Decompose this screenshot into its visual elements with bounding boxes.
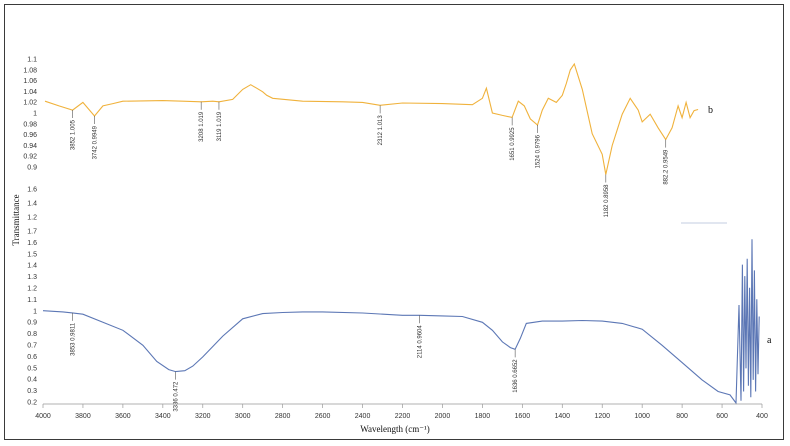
peak-label: 1636 0.6652 (513, 359, 519, 393)
peak-label: 3852 1.005 (71, 119, 77, 150)
x-tick-label: 2800 (275, 413, 291, 420)
y-tick-label: 0.92 (23, 154, 37, 161)
x-tick-label: 3800 (75, 413, 91, 420)
y-tick-label: 1.6 (27, 187, 37, 194)
y-tick-label: 1.1 (27, 57, 37, 64)
peak-label: 3853 0.9811 (70, 322, 76, 356)
x-tick-label: 4000 (35, 413, 51, 420)
y-tick-label: 1 (33, 111, 37, 118)
peak-label: 2114 0.9604 (418, 325, 424, 359)
x-tick-label: 3600 (115, 413, 131, 420)
y-tick-label: 1.4 (27, 263, 37, 270)
x-tick-label: 400 (756, 413, 768, 420)
x-tick-label: 1800 (475, 413, 491, 420)
y-tick-label: 1.5 (27, 251, 37, 258)
y-tick-label: 0.9 (27, 165, 37, 172)
y-tick-label: 1.02 (23, 100, 37, 107)
y-tick-label: 0.8 (27, 331, 37, 338)
panel-label-a: a (767, 335, 772, 346)
x-tick-label: 1400 (554, 413, 570, 420)
series-line-a (42, 239, 760, 405)
x-axis-label: Wavelength (cm⁻¹) (360, 424, 429, 434)
chart-frame: 0.9 0.92 0.94 0.96 0.98 1 1.02 1.04 1.06 1.08 1.1 1… (4, 4, 784, 440)
peak-label: 3208 1.019 (199, 111, 205, 142)
y-tick-label: 0.9 (27, 320, 37, 327)
y-tick-label: 0.5 (27, 365, 37, 372)
y-tick-label: 1.08 (23, 67, 37, 74)
y-tick-label: 0.96 (23, 132, 37, 139)
y-tick-label: 0.7 (27, 343, 37, 350)
x-tick-label: 800 (676, 413, 688, 420)
y-tick-label: 0.98 (23, 121, 37, 128)
x-tick-label: 3400 (155, 413, 171, 420)
peak-label: 3742 0.9949 (93, 125, 99, 159)
x-tick-label: 3200 (195, 413, 211, 420)
panel-label-b: b (708, 105, 713, 116)
y-tick-label: 1.2 (27, 215, 37, 222)
peak-label: 1182 0.8958 (604, 184, 610, 218)
x-tick-label: 1600 (515, 413, 531, 420)
x-tick-label: 2400 (355, 413, 371, 420)
peak-label: 1524 0.9796 (536, 134, 542, 168)
y-tick-label: 1.2 (27, 286, 37, 293)
y-tick-label: 1.6 (27, 240, 37, 247)
y-tick-label: 1.4 (27, 201, 37, 208)
peak-label: 882.2 0.9549 (664, 149, 670, 185)
x-tick-label: 2000 (435, 413, 451, 420)
y-tick-label: 0.3 (27, 388, 37, 395)
peak-label: 3336 0.472 (174, 381, 180, 412)
series-line-b (44, 62, 699, 175)
peak-label: 3119 1.019 (217, 111, 223, 141)
x-tick-label: 2600 (315, 413, 331, 420)
x-tick-label: 2200 (395, 413, 411, 420)
x-tick-label: 3000 (235, 413, 251, 420)
y-tick-label: 0.4 (27, 377, 37, 384)
y-tick-label: 0.2 (27, 400, 37, 407)
y-tick-label: 1.04 (23, 89, 37, 96)
y-tick-label: 0.94 (23, 143, 37, 150)
panel-a: 0.2 0.3 0.4 0.5 0.6 0.7 0.8 0.9 1 1.1 1.2 1.3 1.4 1.5… (27, 229, 772, 412)
x-axis: 4000 3800 3600 3400 3200 3000 2800 2600 2400 2200… (35, 403, 768, 420)
x-tick-label: 1200 (594, 413, 610, 420)
y-tick-label: 1.3 (27, 274, 37, 281)
peak-label: 1651 0.9925 (510, 127, 516, 161)
y-tick-label: 0.6 (27, 354, 37, 361)
ftir-chart: 0.9 0.92 0.94 0.96 0.98 1 1.02 1.04 1.06 1.08 1.1 1… (11, 57, 772, 435)
x-tick-label: 600 (716, 413, 728, 420)
x-tick-label: 1000 (634, 413, 650, 420)
panel-b: 0.9 0.92 0.94 0.96 0.98 1 1.02 1.04 1.06 1.08 1.1 1… (23, 57, 713, 222)
y-axis-label: Transmittance (11, 194, 21, 245)
peak-label: 2312 1.013 (378, 115, 384, 146)
y-tick-label: 1.7 (27, 229, 37, 236)
y-tick-label: 1.1 (27, 297, 37, 304)
y-tick-label: 1.06 (23, 78, 37, 85)
y-tick-label: 1 (33, 308, 37, 315)
